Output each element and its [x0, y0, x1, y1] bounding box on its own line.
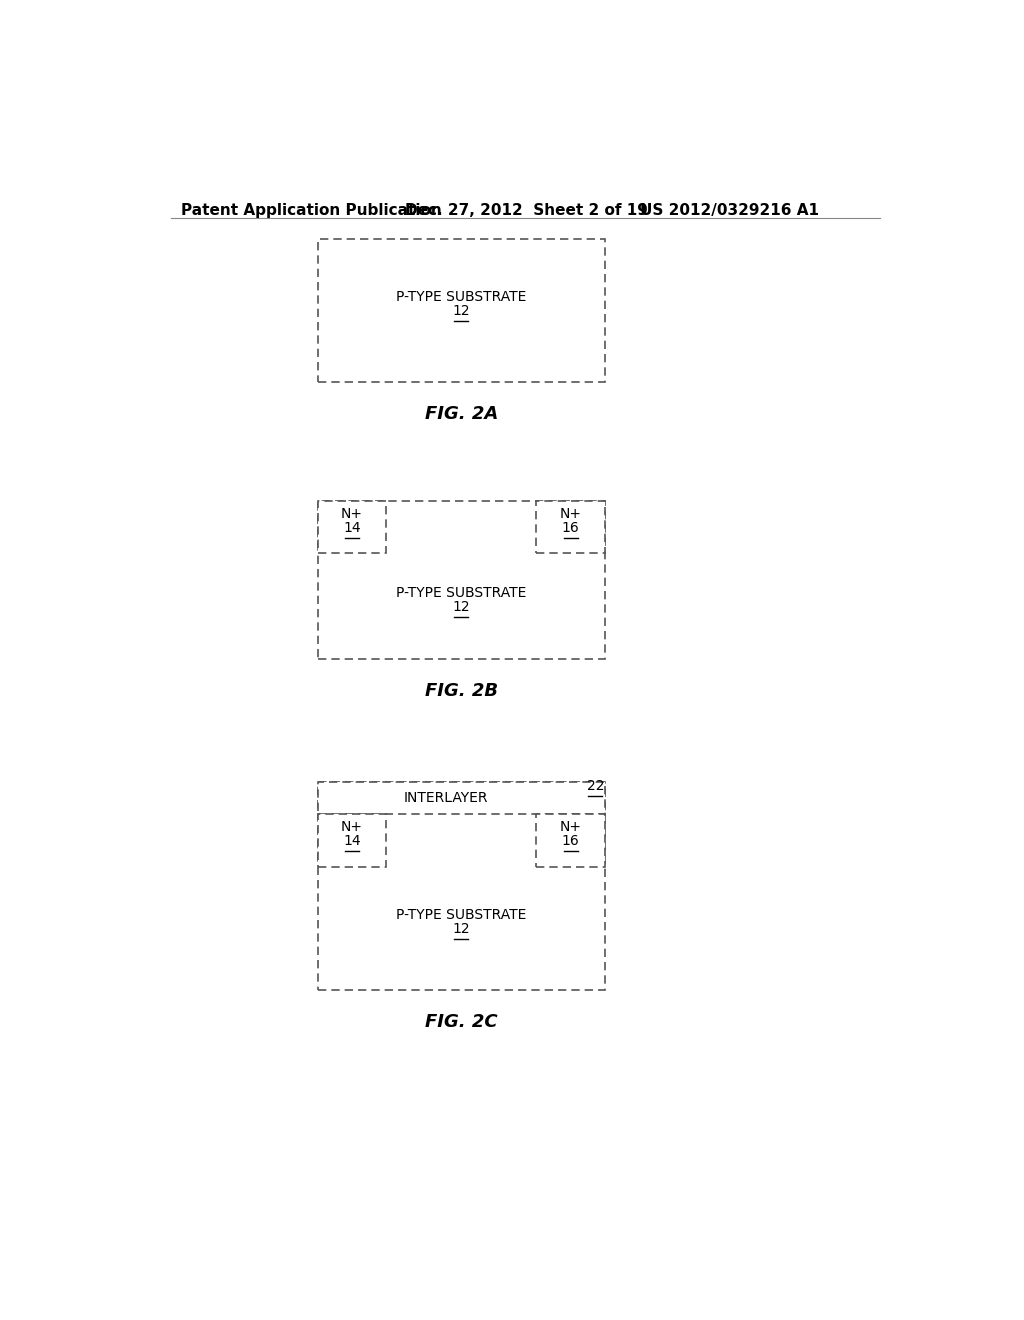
Text: 12: 12	[453, 599, 470, 614]
Text: 12: 12	[453, 304, 470, 318]
Text: 14: 14	[343, 834, 360, 849]
Text: FIG. 2A: FIG. 2A	[425, 405, 498, 422]
Text: P-TYPE SUBSTRATE: P-TYPE SUBSTRATE	[396, 586, 526, 601]
Bar	[537, 502, 604, 553]
Bar	[317, 502, 604, 659]
Text: Patent Application Publication: Patent Application Publication	[180, 203, 441, 218]
Text: N+: N+	[341, 821, 362, 834]
Text: 16: 16	[561, 521, 580, 535]
Text: P-TYPE SUBSTRATE: P-TYPE SUBSTRATE	[396, 908, 526, 923]
Bar	[317, 239, 604, 381]
Text: 12: 12	[453, 923, 470, 936]
Text: N+: N+	[559, 507, 582, 521]
Text: N+: N+	[559, 821, 582, 834]
Bar	[317, 781, 604, 990]
Bar	[317, 502, 386, 553]
Text: 16: 16	[561, 834, 580, 849]
Text: Dec. 27, 2012  Sheet 2 of 19: Dec. 27, 2012 Sheet 2 of 19	[406, 203, 648, 218]
Text: FIG. 2B: FIG. 2B	[425, 682, 498, 700]
Text: N+: N+	[341, 507, 362, 521]
Text: 22: 22	[587, 779, 604, 793]
Text: P-TYPE SUBSTRATE: P-TYPE SUBSTRATE	[396, 290, 526, 305]
Text: US 2012/0329216 A1: US 2012/0329216 A1	[640, 203, 818, 218]
Text: INTERLAYER: INTERLAYER	[403, 791, 488, 805]
Text: 14: 14	[343, 521, 360, 535]
Text: FIG. 2C: FIG. 2C	[425, 1014, 498, 1031]
Bar	[317, 814, 386, 867]
Bar	[537, 814, 604, 867]
Bar	[317, 781, 604, 814]
